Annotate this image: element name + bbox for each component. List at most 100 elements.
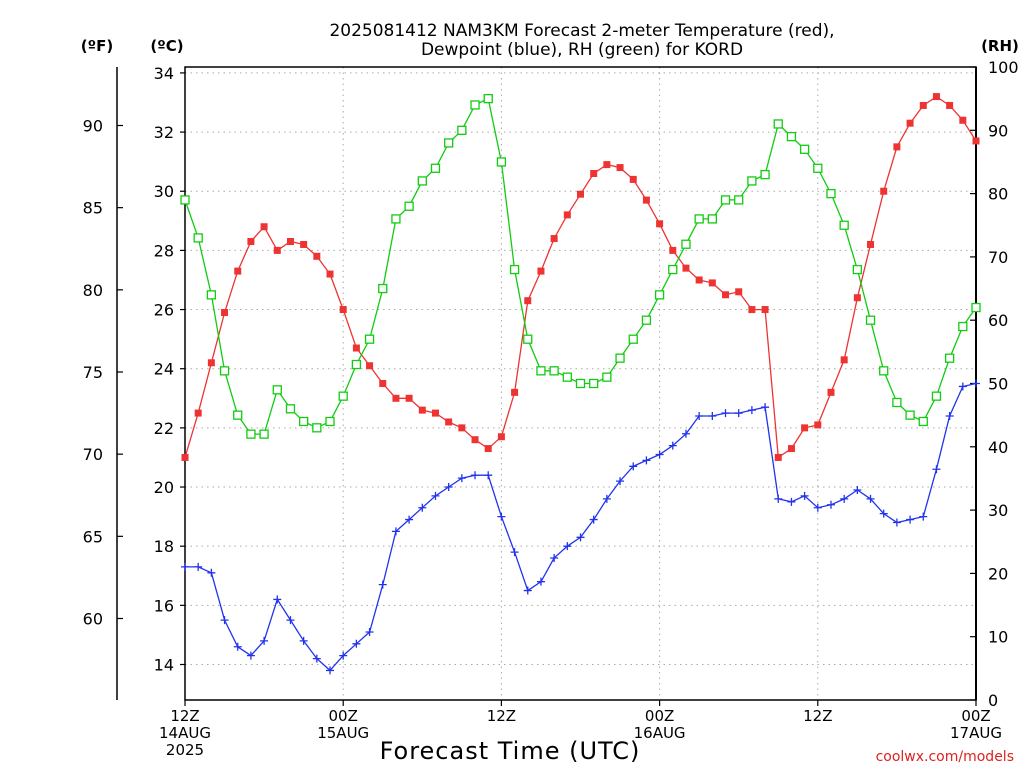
rh-point [944, 353, 955, 363]
rh-point [206, 290, 217, 300]
temperature-point [352, 344, 360, 352]
rh-point [654, 290, 665, 300]
rh-point [298, 416, 309, 427]
temperature-point [326, 270, 334, 278]
dewpoint-point [945, 412, 954, 421]
dewpoint-point [721, 409, 730, 418]
temperature-point [603, 161, 611, 169]
temperature-point [722, 291, 730, 299]
rh-point [905, 410, 915, 420]
rh-point [444, 138, 454, 148]
x-tick-label: 2025 [166, 741, 204, 759]
rh-point [734, 195, 744, 205]
rh-point [325, 416, 335, 427]
rh-point [958, 321, 968, 332]
dewpoint-point [813, 503, 822, 512]
celsius-tick-label: 30 [154, 182, 174, 201]
rh-point [602, 372, 612, 382]
fahrenheit-tick-label: 70 [83, 445, 103, 464]
temperature-point [471, 436, 479, 444]
celsius-tick-label: 16 [154, 596, 174, 615]
rh-point [259, 429, 269, 439]
rh-point [826, 188, 836, 199]
temperature-point [366, 362, 374, 370]
rh-point [391, 214, 401, 224]
fahrenheit-tick-label: 85 [83, 199, 103, 218]
rh-point [589, 378, 599, 389]
x-tick-label: 16AUG [634, 724, 686, 742]
temperature-point [893, 143, 901, 151]
rh-point [417, 176, 427, 186]
temperature-point [194, 409, 202, 417]
dewpoint-point [589, 515, 598, 524]
x-tick-label: 12Z [803, 707, 832, 725]
rh-point [246, 429, 256, 439]
rh-point [615, 353, 625, 363]
rh-point [786, 131, 797, 142]
rh-point [180, 195, 190, 205]
temperature-point [524, 297, 532, 305]
rh-point [931, 391, 942, 401]
rh-point [483, 94, 493, 104]
temperature-point [761, 306, 769, 314]
temperature-point [484, 445, 492, 453]
dewpoint-point [497, 512, 506, 521]
rh-point [351, 359, 362, 370]
temperature-point [801, 424, 809, 432]
rh-point [312, 423, 322, 433]
dewpoint-point [378, 580, 387, 589]
temperature-point [695, 276, 703, 284]
dewpoint-point [523, 586, 532, 595]
temperature-point [286, 238, 294, 246]
rh-tick-label: 60 [988, 311, 1008, 330]
dewpoint-point [629, 462, 638, 471]
rh-point [562, 372, 572, 382]
dewpoint-point [866, 494, 875, 503]
temperature-point [735, 288, 743, 296]
rh-point [813, 163, 823, 173]
temperature-point [959, 116, 967, 124]
celsius-tick-label: 26 [154, 301, 174, 320]
rh-point [496, 157, 507, 167]
rh-unit-label: (RH) [981, 37, 1019, 55]
fahrenheit-tick-label: 80 [83, 281, 103, 300]
temperature-point [748, 306, 756, 314]
rh-tick-label: 50 [988, 375, 1008, 394]
celsius-unit-label: (ºC) [150, 37, 183, 55]
dewpoint-point [972, 379, 980, 388]
temperature-point [642, 196, 650, 204]
temperature-point [418, 406, 426, 414]
rh-point [879, 366, 889, 376]
rh-tick-label: 80 [988, 185, 1008, 204]
rh-point [865, 315, 876, 325]
temperature-point [708, 279, 716, 287]
dewpoint-point [695, 412, 704, 421]
rh-point [852, 264, 862, 275]
series [180, 93, 981, 675]
temperature-point [273, 246, 281, 254]
rh-tick-label: 40 [988, 438, 1008, 457]
dewpoint-point [708, 412, 717, 421]
rh-point [971, 302, 981, 313]
rh-point [892, 397, 902, 408]
temperature-point [616, 164, 624, 172]
rh-tick-label: 20 [988, 564, 1008, 583]
dewpoint-point [958, 382, 967, 391]
temperature-point [840, 356, 848, 364]
celsius-tick-label: 28 [154, 241, 174, 260]
rh-point [404, 201, 414, 211]
rh-point [364, 334, 375, 344]
temperature-point [313, 252, 321, 260]
dewpoint-point [233, 642, 242, 651]
temperature-point [669, 246, 677, 254]
dewpoint-point [576, 533, 585, 542]
rh-point [641, 315, 652, 325]
celsius-tick-label: 22 [154, 419, 174, 438]
fahrenheit-tick-label: 60 [83, 609, 103, 628]
x-tick-label: 12Z [170, 707, 199, 725]
rh-tick-label: 0 [988, 691, 998, 710]
axes: 14 16 18 20 22 24 26 28 30 32 34 60 65 70 75 80 85 90 0 10 2… [83, 58, 1019, 759]
dewpoint-point [536, 577, 545, 586]
dewpoint-point [444, 483, 453, 492]
